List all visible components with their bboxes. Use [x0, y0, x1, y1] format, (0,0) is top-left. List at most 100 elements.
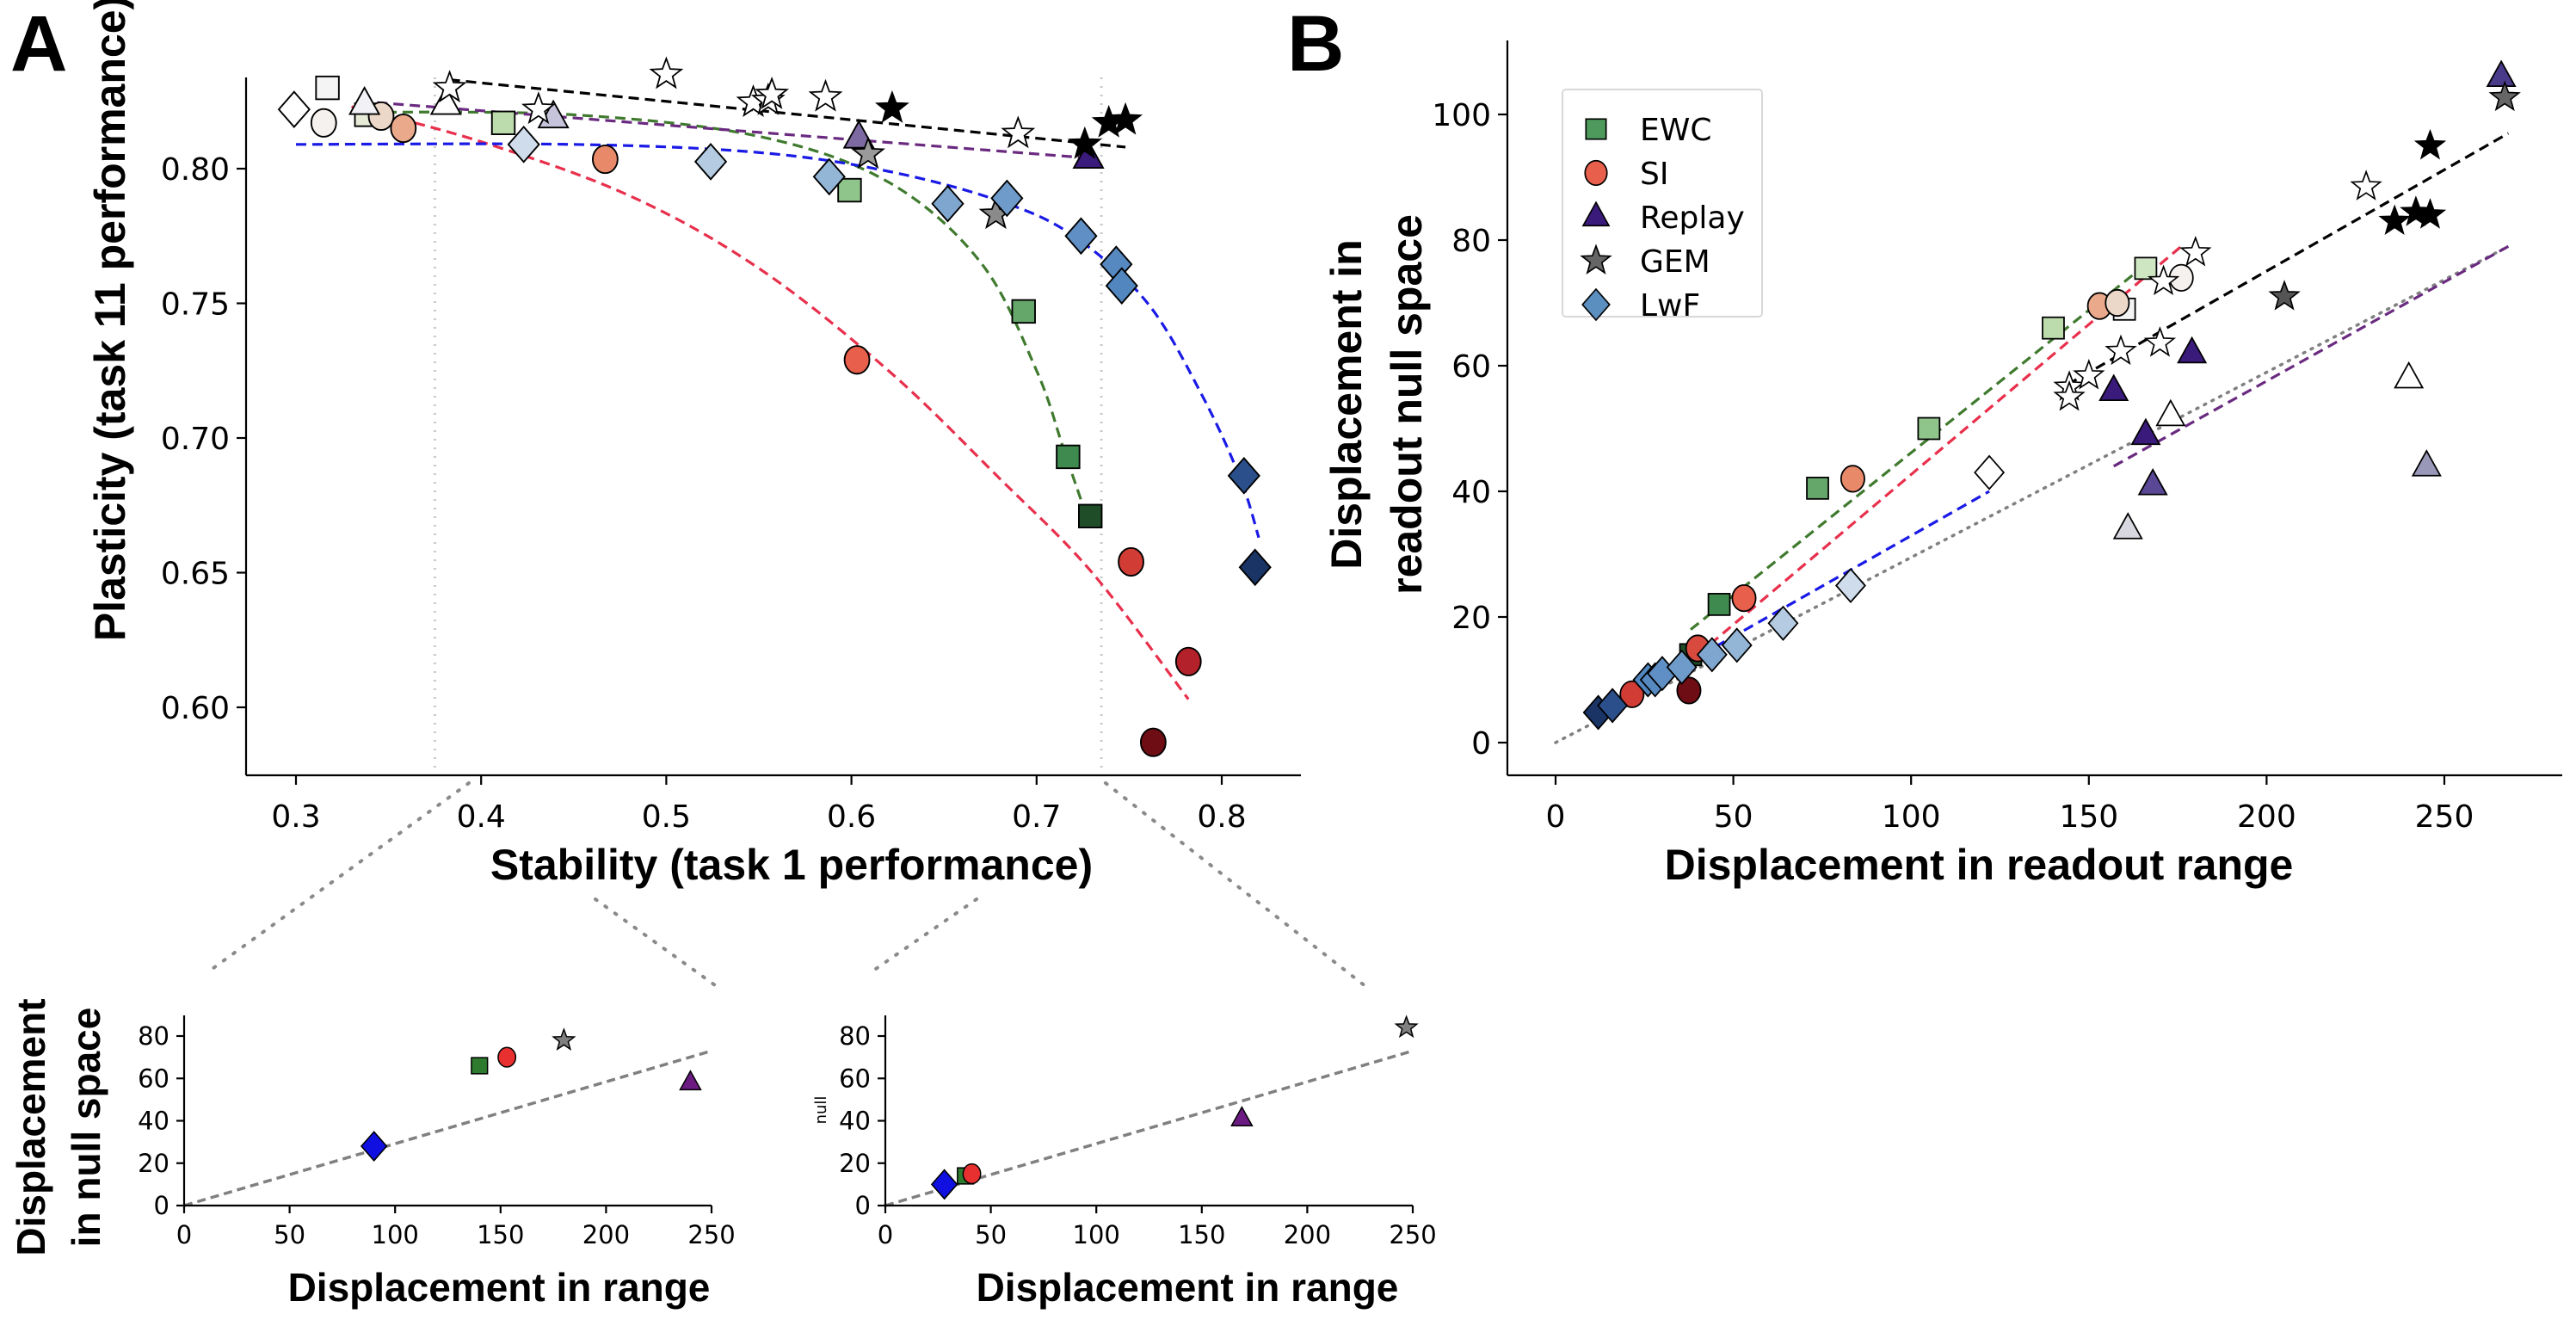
panel-b-point-lwf: [1834, 567, 1866, 604]
panel-a-y-tick-label: 0.70: [161, 422, 230, 457]
panel-a-point-si: [843, 345, 871, 375]
legend: EWC SI Replay GEM LwF: [1562, 89, 1763, 324]
legend-triangle-icon: [1581, 200, 1611, 227]
panel-a-point-ewc: [837, 177, 862, 203]
panel-a-point-replay: [429, 85, 462, 115]
panel-a-plot: 0.3 0.4 0.5 0.6 0.7 0.8 0.60 0.65 0.70 0.75 0.80 S…: [86, 0, 1301, 889]
panel-b-fit-replay: [2112, 244, 2510, 468]
legend-item-lwf: LwF: [1581, 287, 1700, 324]
inset-1-y-tick-label: 40: [138, 1107, 169, 1136]
panel-b-plot: 0 50 100 150 200 250 0 20 40 60 80 100 Displacement…: [1322, 40, 2562, 889]
panel-b-point-replay: [2098, 373, 2129, 402]
panel-a-point-si: [310, 108, 337, 138]
inset-1-x-tick-label: 250: [687, 1220, 735, 1249]
inset-1-point-lwf: [360, 1131, 388, 1163]
legend-circle-icon: [1584, 159, 1608, 187]
panel-b-point-gem: [2488, 80, 2521, 112]
inset-1-point-si: [497, 1046, 517, 1068]
panel-b-point-replay: [2130, 417, 2161, 446]
panel-b-point-replay: [2112, 512, 2143, 540]
panel-a-x-tick-label: 0.6: [827, 799, 876, 835]
panel-b-point-lwf: [1666, 649, 1698, 685]
inset-1-reference-line: [183, 1049, 712, 1207]
panel-a-point-gem: [432, 70, 467, 103]
legend-frame: [1562, 89, 1763, 318]
panel-a-point-lwf: [931, 184, 964, 223]
inset-2-y-tick-label: 40: [839, 1107, 871, 1136]
panel-b-point-lwf: [1974, 454, 2006, 490]
panel-b-y-tick-label: 0: [1471, 726, 1491, 762]
panel-a-point-si: [1174, 646, 1202, 676]
inset-2-x-tick-label: 200: [1284, 1220, 1331, 1249]
panel-b-fit-gem: [2067, 132, 2510, 386]
panel-a-y-tick-label: 0.60: [161, 691, 230, 726]
panel-a-x-tick-label: 0.4: [457, 799, 506, 835]
inset-1-point-ewc: [471, 1057, 489, 1075]
panel-b-point-gem: [2179, 236, 2212, 267]
legend-item-replay: Replay: [1581, 200, 1745, 236]
panel-b-point-si: [1619, 680, 1645, 708]
panel-a-point-lwf: [1238, 548, 1272, 587]
panel-a-point-gem: [1108, 102, 1143, 135]
panel-a-y-tick-label: 0.80: [161, 152, 230, 188]
panel-a-point-lwf: [277, 90, 311, 128]
panel-b-point-si: [2105, 288, 2130, 318]
panel-a-x-tick-label: 0.7: [1012, 799, 1061, 835]
panel-a-point-ewc: [1078, 503, 1103, 528]
inset-1-x-tick-label: 200: [582, 1220, 630, 1249]
legend-star-icon: [1580, 244, 1612, 274]
inset-2-x-tick-label: 100: [1073, 1220, 1120, 1249]
panel-b-point-gem: [2413, 128, 2447, 160]
panel-a-point-gem: [851, 136, 885, 170]
panel-b-point-lwf: [1767, 605, 1799, 641]
inset-1-y-tick-label: 80: [138, 1021, 169, 1051]
panel-b-y-axis-title-line1: Displacement in: [1322, 239, 1371, 569]
panel-b-point-gem: [2053, 379, 2086, 411]
panel-b-point-gem: [2350, 170, 2382, 200]
panel-b-point-ewc: [2134, 256, 2158, 281]
panel-b-x-axis-title: Displacement in readout range: [1665, 841, 2294, 889]
inset-2-point-gem: [1394, 1015, 1419, 1039]
panel-a-point-si: [1118, 546, 1144, 577]
inset-1-y-tick-label: 60: [138, 1064, 169, 1093]
panel-b-point-gem: [2105, 334, 2137, 366]
inset-1-x-tick-label: 50: [274, 1220, 305, 1249]
panel-a-point-lwf: [812, 157, 846, 196]
panel-b-letter: B: [1287, 0, 1344, 88]
panel-a-point-gem: [649, 56, 684, 89]
panel-a-point-si: [390, 113, 417, 144]
panel-a-point-gem: [1001, 115, 1036, 149]
panel-b-y-tick-label: 80: [1451, 224, 1491, 259]
panel-a-x-tick-label: 0.3: [271, 799, 320, 835]
panel-b-y-tick-label: 40: [1451, 475, 1491, 510]
inset-2-point-replay: [1230, 1106, 1254, 1126]
legend-diamond-icon: [1581, 287, 1611, 322]
panel-a-point-gem: [755, 76, 790, 109]
panel-a-point-replay: [348, 85, 381, 115]
panel-b-reference-line: [1554, 244, 2511, 744]
connector-line: [869, 897, 978, 974]
inset-1-x-tick-label: 150: [477, 1220, 524, 1249]
panel-a-point-si: [591, 144, 619, 175]
panel-a-x-axis-title: Stability (task 1 performance): [490, 841, 1093, 889]
connector-line: [212, 781, 471, 970]
inset-1-y-axis-title-line1: Displacement: [9, 998, 53, 1255]
inset-2-y-tick-label: 20: [839, 1149, 871, 1178]
panel-b-point-si: [1731, 584, 1757, 613]
panel-b-point-ewc: [1917, 416, 1941, 441]
panel-a-point-replay: [1072, 139, 1105, 170]
panel-b-x-tick-label: 50: [1714, 799, 1753, 835]
panel-b-point-replay: [2155, 398, 2186, 427]
panel-b-point-ewc: [2042, 316, 2065, 340]
panel-b-point-replay: [2394, 361, 2425, 389]
inset-2-y-axis-title: null: [812, 1096, 830, 1125]
connector-line: [1104, 781, 1371, 991]
legend-label: LwF: [1640, 288, 1700, 324]
panel-a-point-ewc: [1011, 299, 1036, 324]
inset-1-point-gem: [552, 1027, 576, 1051]
panel-b-point-gem: [2143, 326, 2177, 357]
panel-a-point-ewc: [315, 75, 340, 101]
panel-b-fit-ewc: [1690, 257, 2154, 631]
panel-a-x-tick-label: 0.5: [642, 799, 691, 835]
legend-item-ewc: EWC: [1585, 113, 1711, 148]
